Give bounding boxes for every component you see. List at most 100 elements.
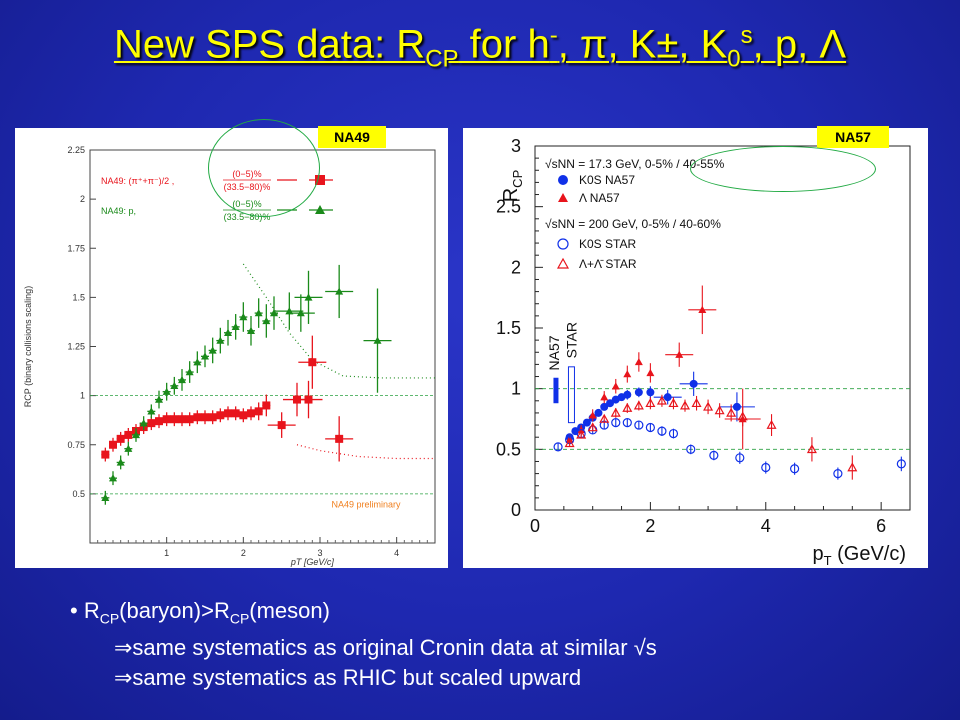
y-tick-label: 0.5 [72, 489, 85, 499]
na49-label: NA49 [318, 126, 386, 148]
na49-chart: 0.5 0.75 1 1.25 1.5 1.75 2 2.25 1 2 3 4 pT [GeV/c] RC… [23, 145, 436, 567]
STAR-point [737, 411, 748, 421]
x-tick-label: 0 [530, 516, 540, 536]
proton-point [296, 309, 305, 317]
STAR-point [726, 407, 737, 417]
K0SNA57-point [689, 379, 698, 388]
pion-point [262, 401, 271, 410]
pion-point [147, 419, 156, 428]
na57-chart: 0 0.5 1 1.5 2 2.5 3 0 2 4 6 pT (GeV/c) RCP NA57 STAR √s… [496, 136, 911, 568]
x-tick-label: 3 [317, 548, 322, 558]
pion-point [170, 415, 179, 424]
NA57-point [646, 368, 655, 377]
STAR-point [703, 401, 714, 411]
y-tick-label: 3 [511, 136, 521, 156]
y-tick-label: 1.5 [496, 318, 521, 338]
y-axis-label: RCP (binary collisions scaling) [23, 286, 33, 407]
proton-point [139, 419, 148, 427]
STAR-point [679, 400, 691, 410]
bullet-1: • RCP(baryon)>RCP(meson) [70, 598, 330, 627]
bullet-3: ⇒same systematics as RHIC but scaled upw… [114, 665, 582, 691]
NA57-point [634, 357, 643, 366]
proton-point [193, 358, 202, 366]
proton-point [335, 287, 344, 295]
y-tick-label: 1.25 [67, 342, 85, 352]
STAR-point [599, 413, 610, 423]
K0SSTAR-point [790, 464, 800, 474]
K0SNA57-point [663, 393, 672, 402]
K0SNA57-point [732, 402, 741, 411]
pion-point [335, 434, 344, 443]
proton-point [231, 322, 240, 331]
y-tick-label: 2 [511, 257, 521, 277]
pion-point [124, 430, 133, 439]
K0SSTAR-point [611, 418, 621, 428]
x-tick-label: 4 [761, 516, 771, 536]
K0SSTAR-point [833, 469, 843, 479]
STAR-point [576, 429, 587, 439]
K0SSTAR-point [735, 453, 745, 463]
slide-title: New SPS data: RCP for h-, π, K±, K0s, p,… [113, 22, 847, 73]
NA57-point [698, 305, 707, 313]
pion-point [277, 421, 286, 430]
legend-marker-2 [557, 238, 569, 250]
x-axis-label: pT [GeV/c] [290, 557, 335, 567]
STAR-point [691, 397, 702, 408]
pion-point [109, 440, 117, 449]
guide-curve-proton [242, 263, 435, 379]
y-tick-label: 2.5 [496, 197, 521, 217]
highlight-oval-left [208, 119, 320, 217]
proton-point [262, 316, 271, 325]
x-tick-label: 2 [241, 548, 246, 558]
proton-point [162, 387, 171, 395]
pion-point [308, 358, 317, 367]
pion-point [193, 413, 202, 422]
proton-point [201, 352, 209, 360]
K0SSTAR-point [634, 420, 644, 430]
K0SNA57-point [646, 388, 655, 397]
legend-label-2: K0S STAR [579, 237, 636, 251]
STAR-point [806, 444, 817, 454]
proton-point [109, 474, 117, 482]
y-tick-label: 0.75 [67, 440, 85, 450]
pion-point [178, 415, 186, 424]
K0SNA57-point [606, 399, 614, 408]
legend-marker-0 [558, 175, 568, 185]
guide-curve-pion [296, 444, 435, 460]
STAR-point [633, 400, 644, 410]
STAR-point [766, 419, 777, 429]
STAR-point [847, 462, 858, 472]
legend-frac-den-1: (33.5−80)% [224, 212, 271, 222]
NA57-point [600, 393, 609, 401]
y-tick-label: 1.75 [67, 243, 85, 253]
proton-point [101, 493, 110, 502]
proton-point [124, 444, 133, 452]
y-tick-label: 0 [511, 500, 521, 520]
proton-point [170, 381, 179, 389]
na57-chart-panel: 0 0.5 1 1.5 2 2.5 3 0 2 4 6 pT (GeV/c) RCP NA57 STAR √s… [463, 128, 928, 568]
proton-point [147, 407, 156, 415]
pion-point [304, 395, 313, 404]
K0SNA57-point [600, 402, 609, 411]
x-tick-label: 6 [876, 516, 886, 536]
annotation-preliminary: NA49 preliminary [331, 500, 401, 510]
legend-label-1: NA49: p, [101, 206, 136, 216]
proton-point [185, 368, 194, 376]
x-tick-label: 2 [645, 516, 655, 536]
y-tick-label: 1.5 [72, 292, 85, 302]
legend-label-0: K0S NA57 [579, 173, 635, 187]
K0SSTAR-point [686, 444, 696, 454]
pion-point [216, 411, 225, 420]
pion-point [101, 450, 110, 459]
STAR-point [668, 397, 679, 408]
NA57-point [588, 411, 597, 419]
pion-point [116, 434, 125, 443]
proton-point [373, 336, 382, 344]
legend-header-1: √sNN = 200 GeV, 0-5% / 40-60% [545, 217, 721, 231]
pion-point [239, 411, 248, 420]
STAR-point [656, 395, 667, 405]
K0SNA57-point [582, 418, 591, 427]
x-axis-label: pT (GeV/c) [812, 543, 906, 568]
STAR-point [714, 405, 725, 415]
proton-point [304, 293, 313, 301]
